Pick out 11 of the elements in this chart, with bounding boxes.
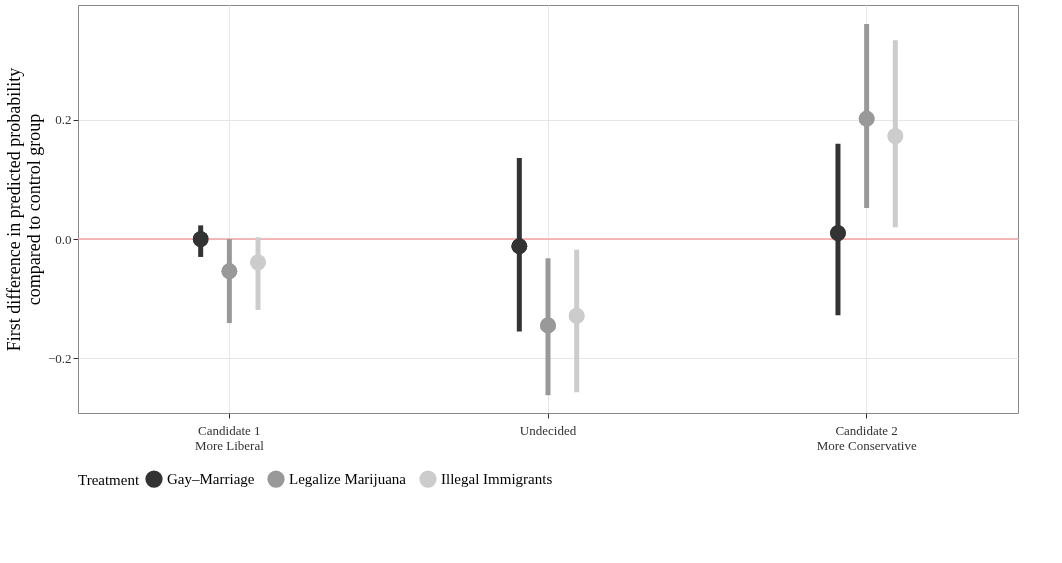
legend-label: Gay–Marriage — [167, 471, 255, 488]
x-tick-label: Candidate 1 More Liberal — [194, 422, 265, 453]
legend-label: Legalize Marijuana — [289, 471, 407, 488]
y-tick-label: 0.2 — [55, 112, 72, 128]
y-tick-label: 0.0 — [55, 231, 72, 247]
x-tick-label: Undecided — [519, 422, 577, 438]
legend-title: Treatment — [78, 472, 140, 488]
x-tick-label: Candidate 2 More Conservative — [816, 422, 917, 453]
y-tick-label: −0.2 — [47, 350, 72, 366]
legend-label: Illegal Immigrants — [441, 471, 553, 488]
y-axis-title: First difference in predicted probability compared to control group — [3, 67, 44, 352]
